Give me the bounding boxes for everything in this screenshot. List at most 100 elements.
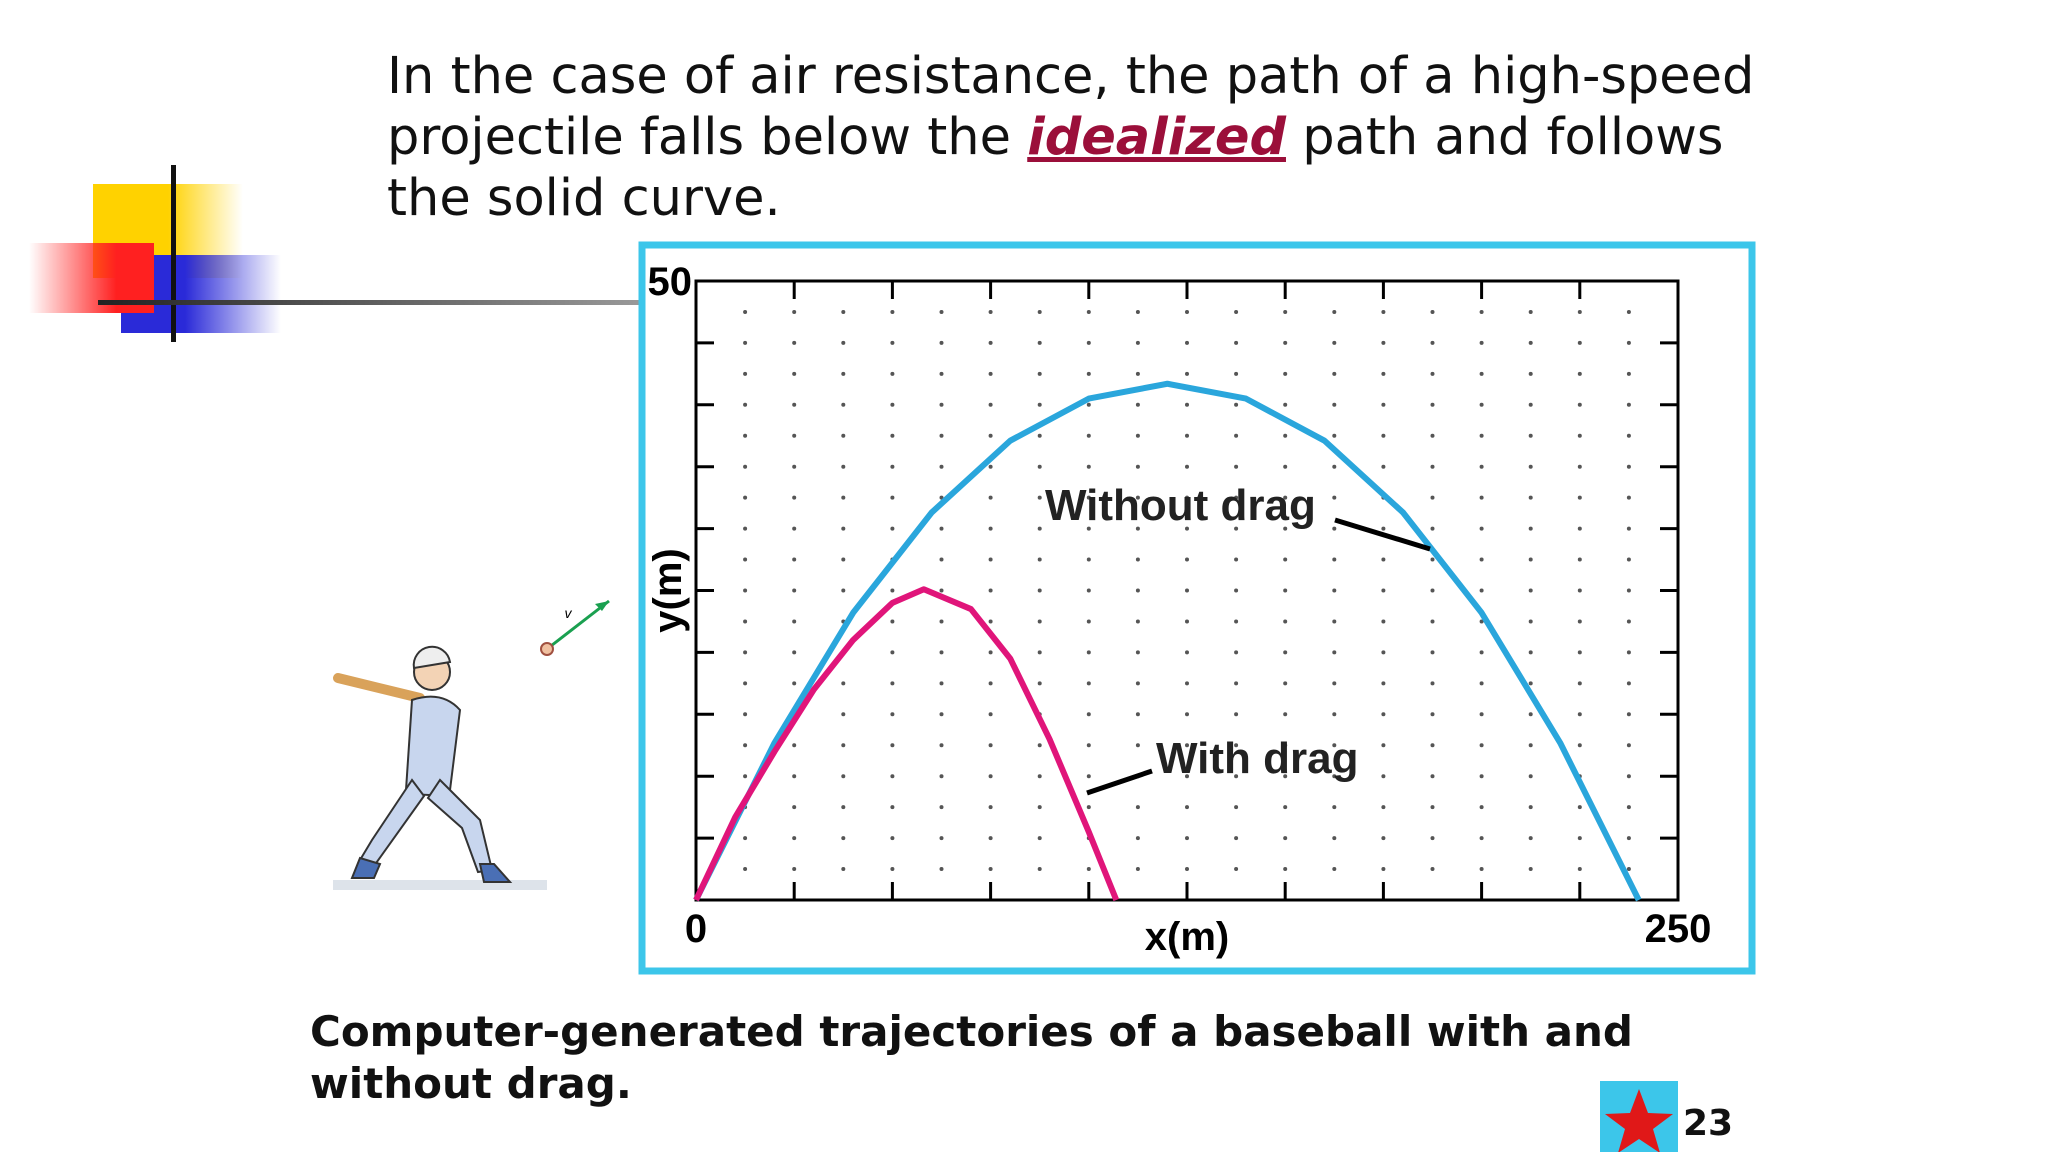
grid-dot <box>939 805 944 810</box>
grid-dot <box>841 681 846 686</box>
grid-dot <box>1479 619 1484 624</box>
grid-dot <box>1037 557 1042 562</box>
grid-dot <box>1135 805 1140 810</box>
grid-dot <box>1577 495 1582 500</box>
grid-dot <box>743 371 748 376</box>
grid-dot <box>939 650 944 655</box>
grid-dot <box>988 867 993 872</box>
grid-dot <box>1381 836 1386 841</box>
grid-dot <box>1135 681 1140 686</box>
grid-dot <box>1430 681 1435 686</box>
grid-dot <box>1528 681 1533 686</box>
grid-dot <box>841 309 846 314</box>
grid-dot <box>1185 650 1189 655</box>
grid-dot <box>1381 402 1386 407</box>
grid-dot <box>1283 712 1288 717</box>
grid-dot <box>939 340 944 345</box>
grid-dot <box>939 619 944 624</box>
grid-dot <box>988 588 993 593</box>
grid-dot <box>1381 464 1386 469</box>
grid-dot <box>1037 340 1042 345</box>
grid-dot <box>1479 774 1484 779</box>
grid-dot <box>1086 464 1091 469</box>
grid-dot <box>1135 619 1140 624</box>
grid-dot <box>1430 402 1435 407</box>
grid-dot <box>1528 619 1533 624</box>
grid-dot <box>1234 433 1239 438</box>
grid-dot <box>1086 402 1091 407</box>
grid-dot <box>1332 371 1337 376</box>
grid-dot <box>1234 526 1239 531</box>
grid-dot <box>1185 526 1189 531</box>
grid-dot <box>743 402 748 407</box>
grid-dot <box>988 557 993 562</box>
grid-dot <box>1626 681 1631 686</box>
grid-dot <box>988 464 993 469</box>
grid-dot <box>1479 712 1484 717</box>
grid-dot <box>1577 743 1582 748</box>
grid-dot <box>1577 588 1582 593</box>
grid-dot <box>1234 650 1239 655</box>
x-tick-label: 250 <box>1645 907 1712 951</box>
grid-dot <box>1185 495 1189 500</box>
grid-dot <box>1234 743 1239 748</box>
grid-dot <box>841 371 846 376</box>
trajectory <box>693 586 1120 902</box>
grid-dot <box>743 650 748 655</box>
grid-dot <box>1479 681 1484 686</box>
grid-dot <box>743 557 748 562</box>
grid-dot <box>1185 371 1189 376</box>
grid-dot <box>1626 619 1631 624</box>
grid-dot <box>1381 526 1386 531</box>
grid-dot <box>1185 867 1189 872</box>
grid-dot <box>1283 650 1288 655</box>
grid-dot <box>841 557 846 562</box>
grid-dot <box>1577 712 1582 717</box>
grid-dot <box>1086 495 1091 500</box>
grid-dot <box>792 464 797 469</box>
grid-dot <box>890 433 895 438</box>
grid-dot <box>988 650 993 655</box>
grid-dot <box>1185 774 1189 779</box>
grid-dot <box>1479 371 1484 376</box>
grid-dot <box>1626 836 1631 841</box>
grid-dot <box>1626 743 1631 748</box>
grid-dot <box>1430 340 1435 345</box>
grid-dot <box>1332 743 1337 748</box>
grid-dot <box>890 836 895 841</box>
grid-dot <box>939 681 944 686</box>
grid-dot <box>1283 495 1288 500</box>
grid-dot <box>1430 371 1435 376</box>
grid-dot <box>1577 836 1582 841</box>
grid-dot <box>792 340 797 345</box>
grid-dot <box>1577 309 1582 314</box>
grid-dot <box>988 340 993 345</box>
grid-dot <box>1283 340 1288 345</box>
grid-dot <box>1626 712 1631 717</box>
grid-dot <box>1381 433 1386 438</box>
grid-dot <box>1037 495 1042 500</box>
grid-dot <box>743 836 748 841</box>
grid-dot <box>988 743 993 748</box>
grid-dot <box>1626 588 1631 593</box>
grid-dot <box>1234 836 1239 841</box>
grid-dot <box>1528 495 1533 500</box>
grid-dot <box>1626 526 1631 531</box>
grid-dot <box>1381 309 1386 314</box>
grid-dot <box>1577 526 1582 531</box>
grid-dot <box>1479 464 1484 469</box>
grid-dot <box>1135 743 1140 748</box>
grid-dot <box>1479 340 1484 345</box>
grid-dot <box>1086 557 1091 562</box>
grid-dot <box>939 774 944 779</box>
grid-dot <box>1135 464 1140 469</box>
grid-dot <box>1086 681 1091 686</box>
grid-dot <box>1037 464 1042 469</box>
grid-dot <box>1381 712 1386 717</box>
grid-dot <box>743 743 748 748</box>
grid-dot <box>1332 309 1337 314</box>
grid-dot <box>841 743 846 748</box>
grid-dot <box>1381 774 1386 779</box>
grid-dot <box>1283 681 1288 686</box>
